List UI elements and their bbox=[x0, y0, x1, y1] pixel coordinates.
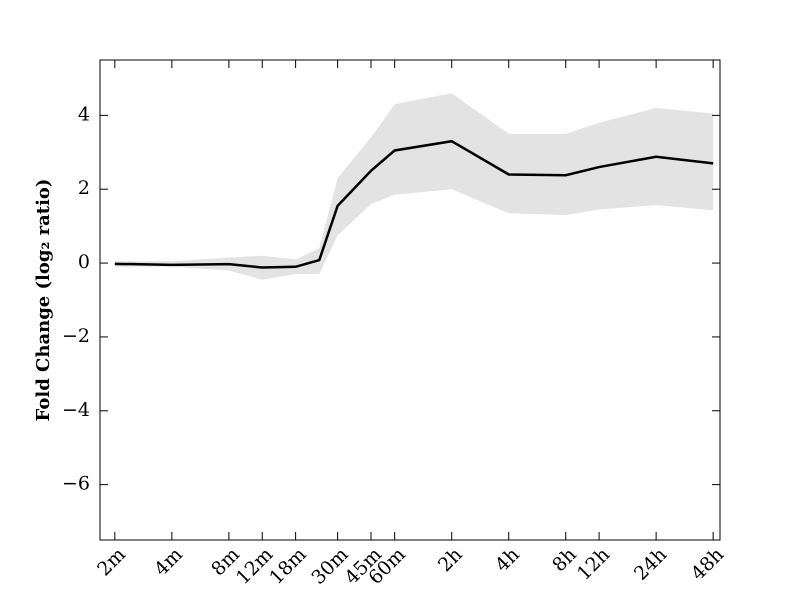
confidence-band bbox=[114, 93, 714, 280]
y-tick-label: 0 bbox=[78, 251, 90, 273]
x-tick-label: 30m bbox=[307, 544, 352, 589]
x-tick-label: 2m bbox=[93, 544, 130, 581]
x-tick-label: 48h bbox=[687, 544, 728, 585]
y-tick-label: −6 bbox=[62, 473, 90, 495]
y-tick-label: −2 bbox=[62, 325, 90, 347]
x-tick-label: 18m bbox=[265, 544, 310, 589]
x-tick-label: 24h bbox=[630, 544, 671, 585]
y-axis-label: Fold Change (log₂ ratio) bbox=[33, 179, 54, 422]
y-tick-label: 2 bbox=[78, 177, 90, 199]
x-tick-label: 2h bbox=[434, 544, 467, 577]
x-tick-label: 12h bbox=[573, 544, 614, 585]
y-tick-label: 4 bbox=[78, 103, 90, 125]
data-line bbox=[114, 139, 714, 269]
x-tick-label: 12m bbox=[232, 544, 277, 589]
y-tick-label: −4 bbox=[62, 399, 90, 421]
x-tick-label: 4m bbox=[150, 544, 187, 581]
x-tick-label: 4h bbox=[491, 544, 524, 577]
plot-frame bbox=[99, 59, 721, 541]
